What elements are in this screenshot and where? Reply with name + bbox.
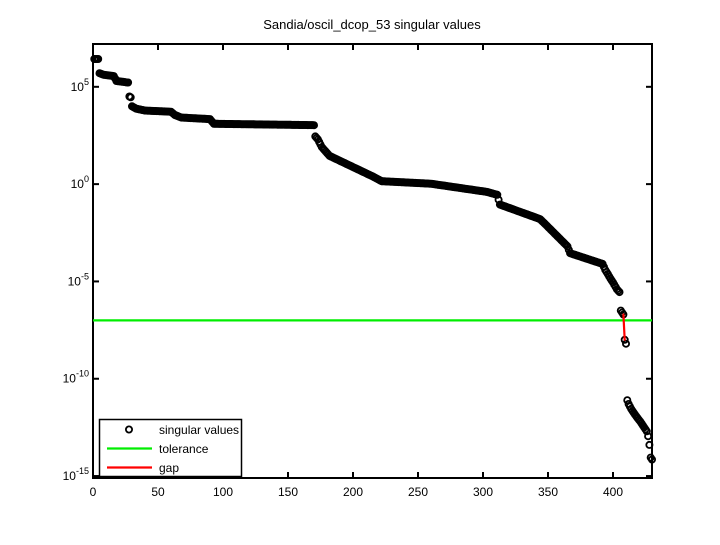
y-tick-label: 100 (71, 174, 89, 191)
data-point-marker (622, 339, 631, 348)
legend-item-singular-values: singular values (125, 423, 239, 437)
y-tick-label: 105 (71, 77, 89, 94)
legend-label: singular values (159, 423, 239, 437)
data-point-marker (648, 455, 657, 464)
data-point-marker (642, 427, 651, 436)
data-point-marker (615, 288, 624, 297)
data-point-marker (94, 55, 103, 64)
x-tick-label: 350 (538, 485, 558, 499)
data-point-marker (645, 440, 654, 449)
axis-tick-labels: 0 50 100 150 200 250 300 350 400 105 100 10-5 10-10 1… (63, 77, 624, 499)
gap-line (622, 313, 626, 341)
legend: singular values tolerance gap (98, 418, 243, 478)
data-point-marker (126, 93, 135, 102)
x-tick-label: 50 (151, 485, 165, 499)
x-tick-label: 300 (473, 485, 493, 499)
y-tick-label: 10-5 (68, 271, 89, 288)
x-tick-label: 200 (343, 485, 363, 499)
reference-lines (93, 313, 652, 341)
y-tick-label: 10-10 (63, 369, 89, 386)
x-tick-label: 400 (603, 485, 623, 499)
legend-item-gap: gap (107, 461, 179, 475)
x-tick-label: 0 (90, 485, 97, 499)
legend-item-tolerance: tolerance (107, 442, 209, 456)
data-point-marker (493, 190, 502, 199)
x-tick-label: 150 (278, 485, 298, 499)
data-point-marker (644, 432, 653, 441)
data-point-marker (623, 396, 632, 405)
data-point-marker (309, 121, 318, 130)
singular-values-series (90, 55, 657, 464)
data-point-marker (124, 78, 133, 87)
legend-label: tolerance (159, 442, 209, 456)
x-tick-label: 100 (213, 485, 233, 499)
y-tick-label: 10-15 (63, 466, 89, 483)
data-point-marker (614, 286, 623, 295)
x-tick-label: 250 (408, 485, 428, 499)
circle-marker-icon (125, 425, 134, 434)
axis-ticks (92, 44, 652, 478)
chart-title: Sandia/oscil_dcop_53 singular values (263, 17, 481, 32)
plot-frame (92, 43, 653, 479)
legend-label: gap (159, 461, 179, 475)
